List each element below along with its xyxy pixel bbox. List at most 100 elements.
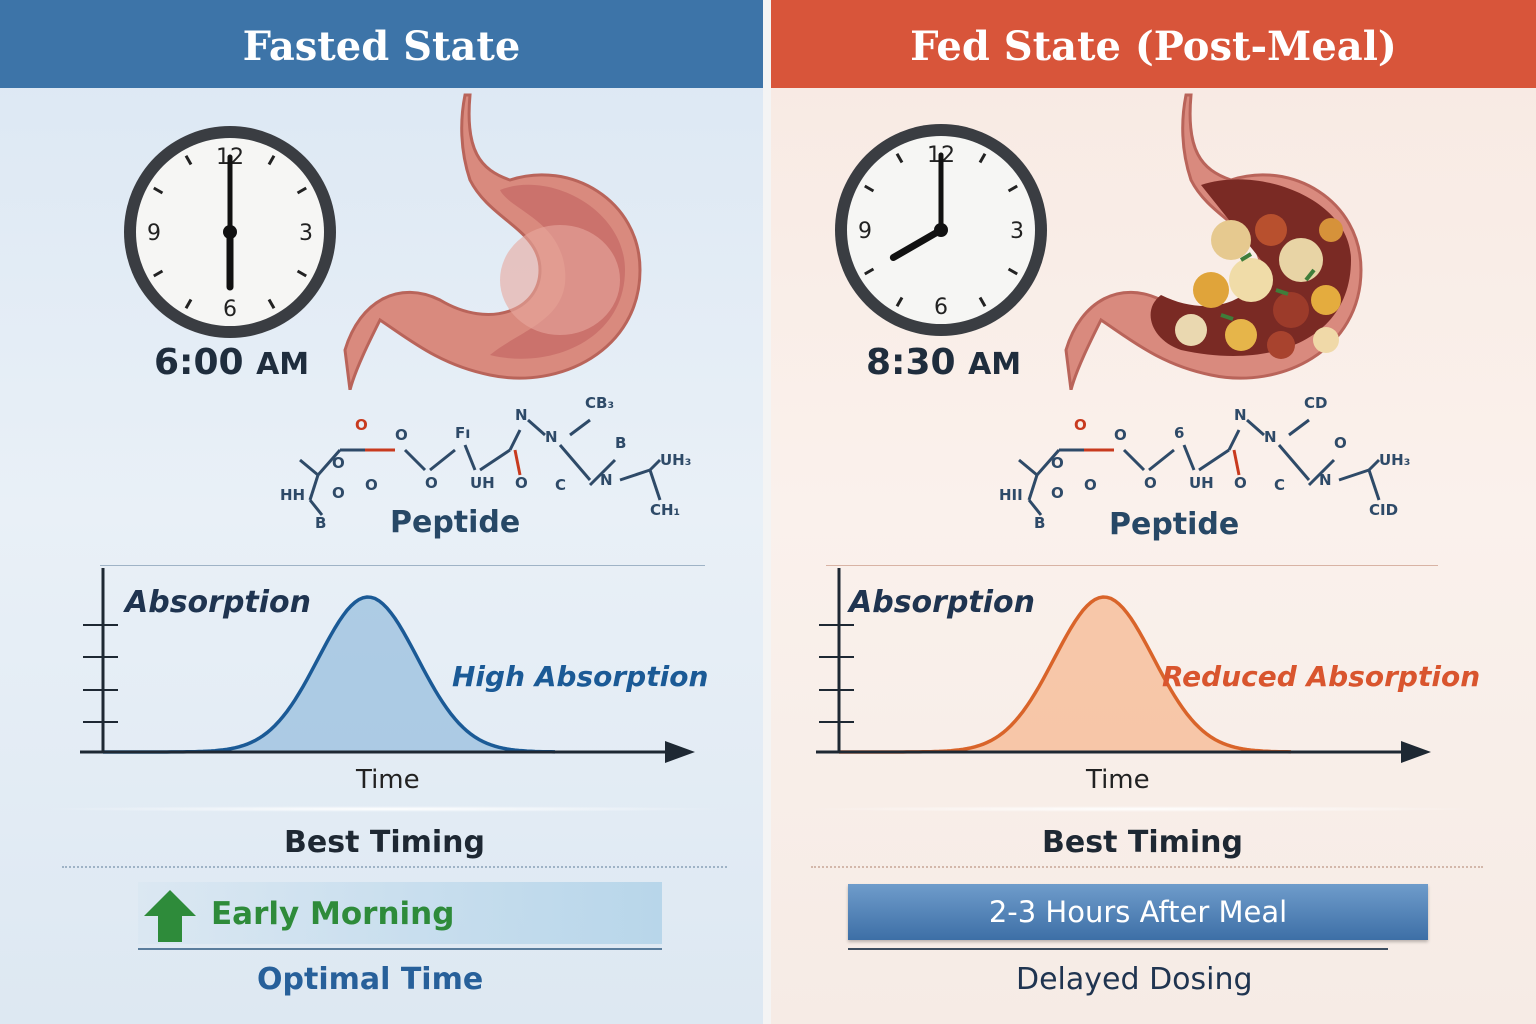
absorption-area (839, 597, 1291, 752)
footer-label: Delayed Dosing (1016, 962, 1253, 997)
clock-tick (184, 155, 193, 166)
clock-center (934, 223, 948, 237)
molecule-atom: UH₃ (1379, 451, 1410, 469)
clock-tick (1007, 267, 1018, 276)
molecule-bond (299, 458, 319, 477)
clock-number: 3 (299, 221, 313, 246)
molecule-bond (463, 444, 477, 471)
molecule-atom: O (1334, 434, 1347, 452)
molecule-atom: N (1319, 471, 1332, 489)
clock-tick (864, 267, 875, 276)
recommendation-text: Early Morning (211, 896, 455, 932)
molecule-atom: O (395, 426, 408, 444)
molecule-atom: CB₃ (585, 394, 614, 412)
molecule-bond (1232, 449, 1241, 476)
molecule-bond (403, 448, 427, 472)
panel-title: Fed State (Post-Meal) (771, 0, 1536, 88)
molecule-atom: N (1234, 406, 1247, 424)
time-label: 8:30 AM (866, 342, 1021, 383)
divider-line (826, 565, 1438, 566)
molecule-atom: HII (999, 486, 1023, 504)
divider-line (138, 948, 662, 950)
y-axis-label: Absorption (125, 585, 312, 620)
molecule-atom: UH (1189, 474, 1214, 492)
best-timing-heading: Best Timing (1042, 825, 1243, 860)
molecule-label: Peptide (1109, 507, 1240, 542)
empty-stomach-icon (343, 93, 642, 390)
absorption-chart (80, 568, 695, 763)
x-axis-label: Time (356, 765, 420, 795)
molecule-atom: N (1264, 428, 1277, 446)
molecule-atom: Fı (455, 424, 470, 442)
time-value: 6:00 (154, 342, 244, 383)
molecule-bond (527, 418, 546, 437)
recommendation-banner: Early Morning (138, 882, 662, 944)
absorption-area (103, 597, 555, 752)
molecule-bond (1122, 448, 1146, 472)
molecule-atom: 6 (1174, 424, 1184, 442)
clock-tick (895, 153, 904, 164)
molecule-atom: B (615, 434, 626, 452)
recommendation-banner: 2-3 Hours After Meal (848, 884, 1428, 940)
clock-number: 9 (858, 219, 872, 244)
molecule-bond (308, 474, 320, 501)
time-suffix: AM (968, 347, 1022, 382)
molecule-atom: UH (470, 474, 495, 492)
absorption-annotation: High Absorption (452, 660, 709, 693)
molecule-atom: O (425, 474, 438, 492)
clock-tick (184, 298, 193, 309)
molecule-bond (558, 444, 592, 481)
divider-line (848, 948, 1388, 950)
best-timing-heading: Best Timing (284, 825, 485, 860)
molecule-atom: O (1051, 484, 1064, 502)
clock-number: 3 (1010, 219, 1024, 244)
absorption-chart (816, 568, 1431, 763)
molecule-atom: C (1274, 476, 1285, 494)
molecule-atom: O (355, 416, 368, 434)
arrow-up-icon (144, 890, 196, 942)
molecule-bond (569, 418, 591, 437)
molecule-atom: N (515, 406, 528, 424)
hour-hand (889, 226, 945, 261)
molecule-bond (1148, 448, 1175, 472)
molecule-atom: O (332, 484, 345, 502)
clock-tick (267, 298, 276, 309)
clock-tick (978, 296, 987, 307)
molecule-bond (588, 458, 617, 487)
molecule-atom: N (545, 428, 558, 446)
molecule-label: Peptide (390, 505, 521, 540)
molecule-bond (1018, 458, 1038, 477)
molecule-atom: CD (1304, 394, 1327, 412)
molecule-atom: O (1074, 416, 1087, 434)
molecule-atom: O (1084, 476, 1097, 494)
clock-tick (267, 155, 276, 166)
y-axis-label: Absorption (849, 585, 1036, 620)
molecule-bond (1027, 499, 1043, 516)
time-value: 8:30 (866, 342, 956, 383)
molecule-bond (1182, 444, 1196, 471)
molecule-atom: C (555, 476, 566, 494)
footer-label: Optimal Time (257, 962, 484, 997)
clock-tick (895, 296, 904, 307)
molecule-bond (1307, 458, 1336, 487)
molecule-bond (1035, 449, 1061, 476)
molecule-bond (513, 449, 522, 476)
molecule-bond (619, 468, 651, 482)
time-suffix: AM (256, 347, 310, 382)
molecule-atom: B (1034, 514, 1045, 530)
molecule-atom: B (315, 514, 326, 530)
clock-tick (978, 153, 987, 164)
molecule-bond (1277, 444, 1311, 481)
clock-tick (296, 269, 307, 278)
molecule-bond (648, 469, 662, 501)
panel-title: Fasted State (0, 0, 763, 88)
molecule-bond (308, 499, 324, 516)
molecule-atom: O (332, 454, 345, 472)
time-label: 6:00 AM (154, 342, 309, 383)
molecule-bond (316, 449, 342, 476)
clock-icon: 12369 (124, 126, 336, 338)
clock-tick (864, 184, 875, 193)
molecule-atom: O (515, 474, 528, 492)
food-pieces (1175, 214, 1343, 359)
